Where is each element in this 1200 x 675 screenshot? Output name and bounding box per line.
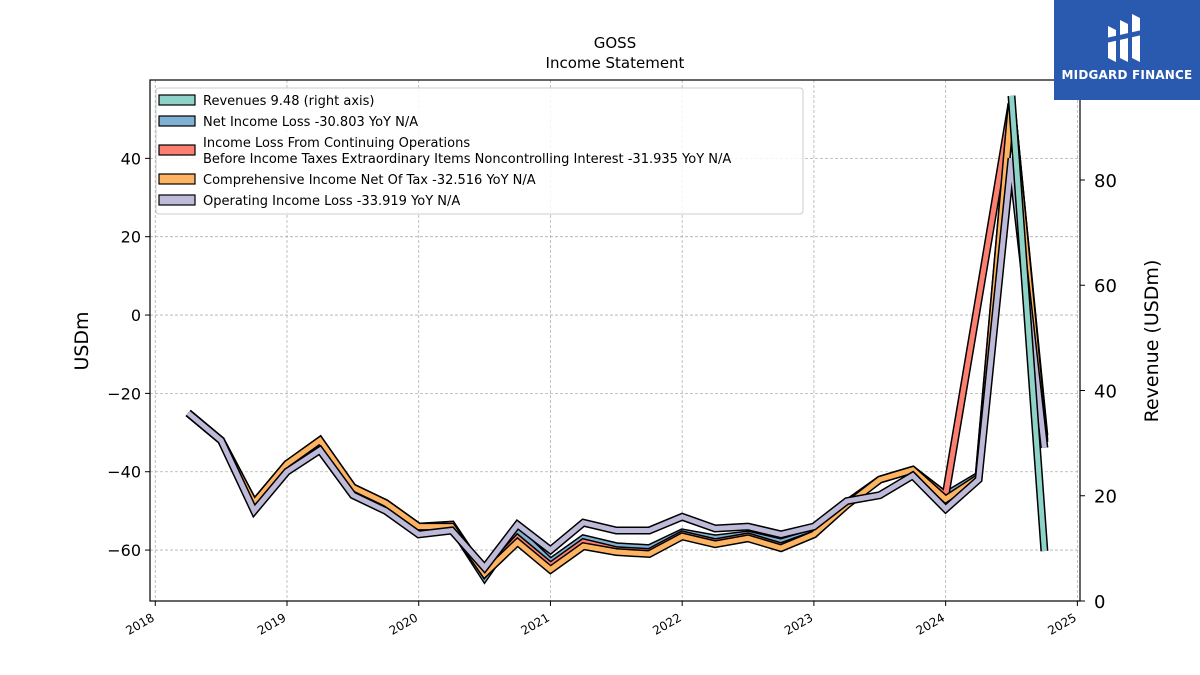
series-lines (185, 95, 1049, 585)
legend-label: Comprehensive Income Net Of Tax -32.516 … (203, 173, 536, 188)
y-tick-label: −20 (107, 384, 141, 403)
legend-label: Net Income Loss -30.803 YoY N/A (203, 115, 418, 130)
x-tick-label: 2020 (387, 610, 420, 637)
y-right-tick-label: 0 (1094, 592, 1105, 613)
y-right-tick-label: 80 (1094, 171, 1117, 192)
legend-label: Before Income Taxes Extraordinary Items … (203, 152, 731, 167)
logo-mark-icon (1106, 14, 1142, 62)
legend-swatch (158, 94, 196, 106)
legend-label: Revenues 9.48 (right axis) (203, 94, 374, 109)
x-tick-label: 2022 (650, 610, 683, 637)
y-tick-label: 20 (121, 228, 141, 247)
x-tick-label: 2019 (255, 610, 288, 637)
legend-label: Operating Income Loss -33.919 YoY N/A (203, 194, 460, 209)
legend-swatch (158, 144, 196, 156)
y-right-tick-label: 40 (1094, 381, 1117, 402)
y-axis-label-right: Revenue (USDm) (1141, 260, 1163, 423)
legend-swatch (158, 115, 196, 127)
logo-text: MIDGARD FINANCE (1061, 68, 1193, 82)
x-tick-label: 2025 (1045, 610, 1078, 637)
series-3-line (186, 103, 1047, 578)
x-tick-label: 2018 (123, 610, 156, 637)
series-4-outline (185, 157, 1049, 574)
legend-swatch (158, 194, 196, 206)
y-tick-label: −40 (107, 463, 141, 482)
series-4-line (186, 158, 1047, 572)
legend-swatch (158, 173, 196, 185)
midgard-finance-logo: MIDGARD FINANCE (1054, 0, 1200, 100)
y-tick-label: −60 (107, 541, 141, 560)
legend: Revenues 9.48 (right axis) Net Income Los… (155, 87, 804, 215)
chart-subtitle: Income Statement (546, 54, 685, 72)
legend-label: Income Loss From Continuing Operations (203, 136, 470, 151)
plot-frame (149, 79, 1081, 602)
series-0-line (1009, 95, 1047, 552)
x-tick-label: 2023 (782, 610, 815, 637)
y-right-tick-label: 60 (1094, 276, 1117, 297)
legend-box (155, 87, 804, 215)
y-right-tick-label: 20 (1094, 487, 1117, 508)
chart-title: GOSS (594, 34, 636, 52)
y-tick-label: 0 (131, 306, 141, 325)
x-tick-label: 2024 (914, 610, 947, 637)
y-tick-label: 40 (121, 149, 141, 168)
x-tick-label: 2021 (518, 610, 551, 637)
y-axis-label-left: USDm (71, 311, 93, 370)
